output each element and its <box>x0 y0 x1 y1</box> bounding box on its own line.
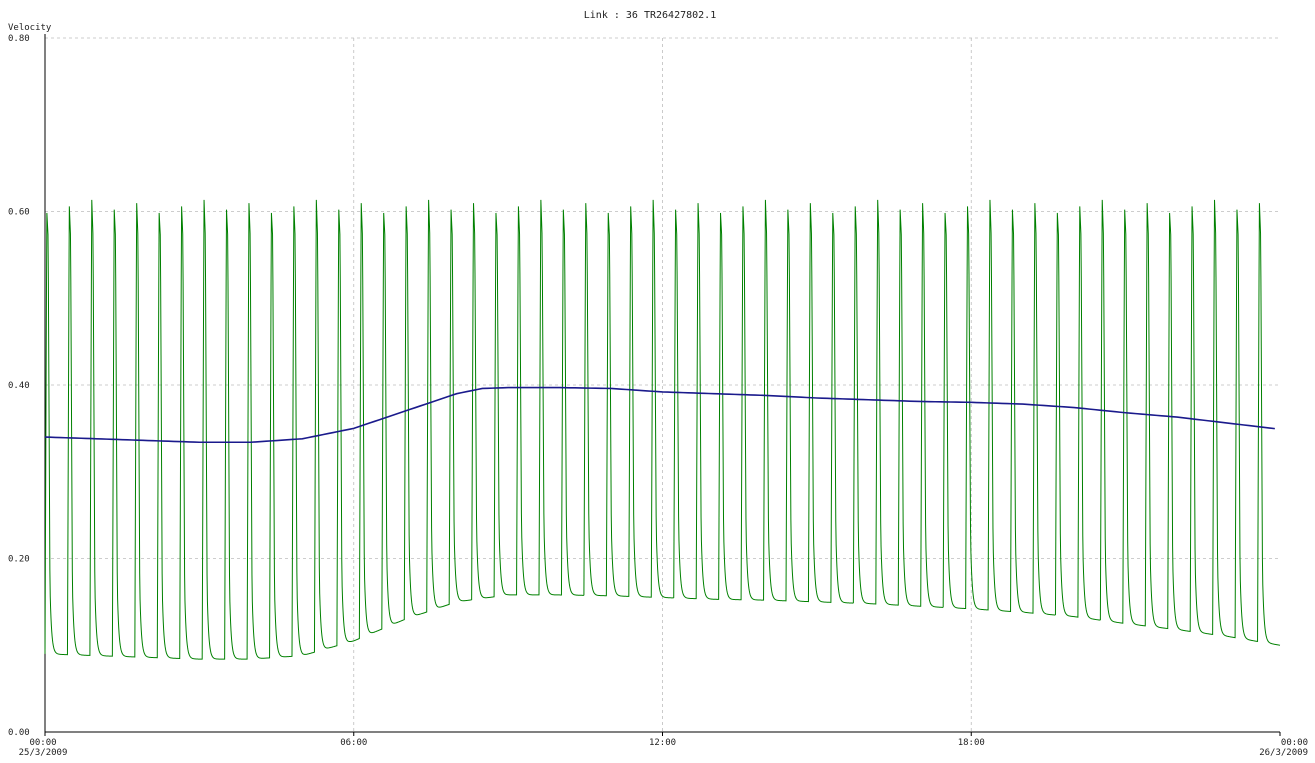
x-tick-label: 12:00 <box>649 738 676 748</box>
y-tick-label: 0.40 <box>8 381 30 391</box>
y-axis-label: Velocity <box>8 23 52 33</box>
x-tick-date-label: 26/3/2009 <box>1259 748 1308 758</box>
series-line-1 <box>44 199 1281 660</box>
y-tick-label: 0.20 <box>8 555 30 565</box>
y-tick-label: 0.60 <box>8 208 30 218</box>
chart-title: Link : 36 TR26427802.1 <box>584 10 716 21</box>
x-tick-label: 00:00 <box>29 738 56 748</box>
y-tick-labels: 0.00 0.20 0.40 0.60 0.80 <box>8 34 30 738</box>
x-tick-date-label: 25/3/2009 <box>19 748 68 758</box>
series <box>44 199 1281 660</box>
axes <box>44 34 1281 736</box>
grid <box>45 37 1280 732</box>
y-tick-label: 0.00 <box>8 728 30 738</box>
x-tick-label: 00:00 <box>1281 738 1308 748</box>
series-line-2 <box>44 386 1275 444</box>
y-tick-label: 0.80 <box>8 34 30 44</box>
x-tick-label: 18:00 <box>958 738 985 748</box>
x-tick-label: 06:00 <box>340 738 367 748</box>
